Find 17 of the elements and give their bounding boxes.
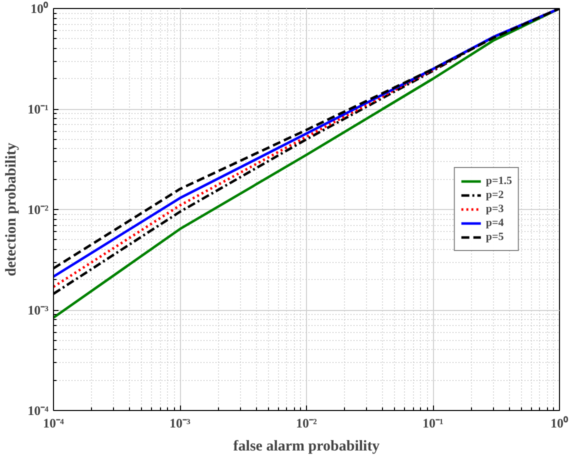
legend-label: p=1.5 [486,174,512,188]
x-tick-label: 10⁰ [550,416,568,430]
y-tick-label: 10⁻¹ [28,102,49,116]
y-tick-label: 10⁻³ [28,302,49,318]
y-tick-label: 10⁻⁴ [28,403,49,418]
y-axis-title: detection probability [4,142,20,276]
y-tick-label: 10⁻² [28,202,49,217]
y-tick-label: 10⁰ [30,1,48,16]
x-tick-label: 10⁻¹ [422,416,444,430]
legend-label: p=4 [486,216,505,230]
legend-label: p=3 [486,202,505,216]
x-axis-title: false alarm probability [233,438,380,454]
x-tick-label: 10⁻⁴ [43,416,64,430]
x-tick-label: 10⁻² [296,416,318,430]
x-tick-label: 10⁻³ [170,416,191,430]
legend-label: p=5 [486,230,505,244]
legend-label: p=2 [486,188,505,202]
